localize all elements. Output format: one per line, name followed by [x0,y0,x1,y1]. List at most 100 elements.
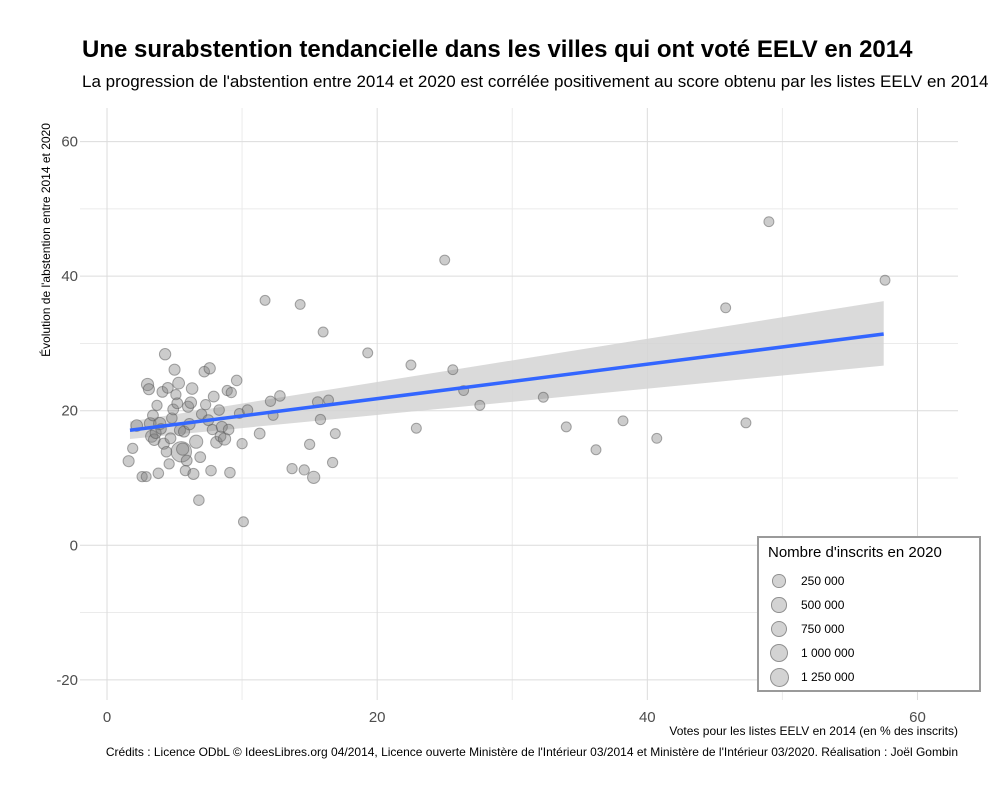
data-point [651,432,663,444]
data-point [763,216,775,228]
data-point [720,302,732,314]
data-point [253,427,266,440]
data-point [136,471,148,483]
data-point [560,421,572,433]
y-tick-label: 40 [61,268,78,285]
data-point [172,376,186,390]
data-point [307,470,321,484]
data-point [879,274,891,286]
data-point [314,413,327,426]
data-point [127,442,139,455]
x-tick-label: 40 [639,709,656,726]
data-point [193,494,205,506]
data-point [298,464,310,476]
chart-subtitle: La progression de l'abstention entre 201… [82,72,989,91]
y-axis-title: Évolution de l'abstention entre 2014 et … [38,123,53,357]
data-point [590,444,602,456]
data-point [163,458,175,470]
legend-label: 1 000 000 [801,646,855,660]
data-point [184,396,198,409]
data-points [122,216,891,528]
data-point [410,422,422,434]
data-point [122,455,135,468]
x-tick-label: 20 [369,709,386,726]
legend-label: 500 000 [801,598,845,612]
legend-item: 500 000 [759,594,959,618]
legend-item: 1 250 000 [759,666,959,690]
data-point [294,298,306,310]
data-point [164,432,177,445]
data-point [167,403,180,416]
data-point [213,404,225,416]
data-point [207,390,220,403]
data-point [205,464,217,477]
data-point [317,326,329,338]
data-point [224,466,236,479]
data-point [168,363,181,376]
data-point [161,381,174,394]
data-point [176,442,190,456]
legend-size-key [769,667,789,687]
data-point [160,445,173,458]
data-point [158,348,172,361]
confidence-band [129,301,884,439]
chart-title: Une surabstention tendancielle dans les … [82,36,913,63]
data-point [189,434,204,449]
data-point [151,399,163,411]
data-point [180,454,193,467]
legend-label: 750 000 [801,622,845,636]
legend-size-key [771,597,787,613]
data-point [304,438,316,450]
data-point [537,391,549,403]
y-tick-label: -20 [56,672,78,689]
x-tick-label: 60 [909,709,926,726]
data-point [259,294,271,306]
data-point [225,386,237,399]
legend-label: 1 250 000 [801,670,855,684]
data-point [187,467,200,481]
data-point [264,395,277,407]
y-tick-labels: -20 0 20 40 60 [56,134,78,689]
trend-line [129,332,884,432]
data-point [214,430,227,443]
data-point [236,438,248,450]
data-point [286,462,298,475]
data-point [194,451,207,464]
data-point [170,388,182,401]
data-point [230,374,243,387]
data-point [171,397,184,410]
data-point [142,383,155,396]
data-point [215,420,228,433]
data-point [329,428,341,440]
data-point [326,456,339,469]
data-point [439,254,451,266]
legend-item: 750 000 [759,618,959,642]
legend-title: Nombre d'inscrits en 2020 [768,544,942,561]
data-point [203,362,216,375]
data-point [362,347,374,359]
data-point [185,382,199,395]
data-point [140,377,155,392]
legend-item: 1 000 000 [759,642,959,666]
x-tick-label: 0 [103,709,111,726]
size-legend: Nombre d'inscrits en 2020 250 000 500 000… [757,536,981,692]
legend-size-key [770,620,788,638]
x-axis-title: Votes pour les listes EELV en 2014 (en %… [669,724,958,738]
legend-item: 250 000 [759,570,959,594]
data-point [405,359,417,371]
data-point [617,415,629,427]
chart-caption: Crédits : Licence ODbL © IdeesLibres.org… [105,745,958,759]
data-point [740,417,752,429]
x-tick-labels: 0 20 40 60 [103,709,926,726]
data-point [274,390,286,402]
y-tick-label: 60 [61,134,78,151]
legend-size-key [770,644,788,662]
data-point [210,436,223,449]
legend-size-key [772,574,786,588]
data-point [152,467,165,480]
y-tick-label: 0 [70,537,78,554]
data-point [447,364,459,376]
data-point [222,423,235,436]
data-point [140,471,152,483]
